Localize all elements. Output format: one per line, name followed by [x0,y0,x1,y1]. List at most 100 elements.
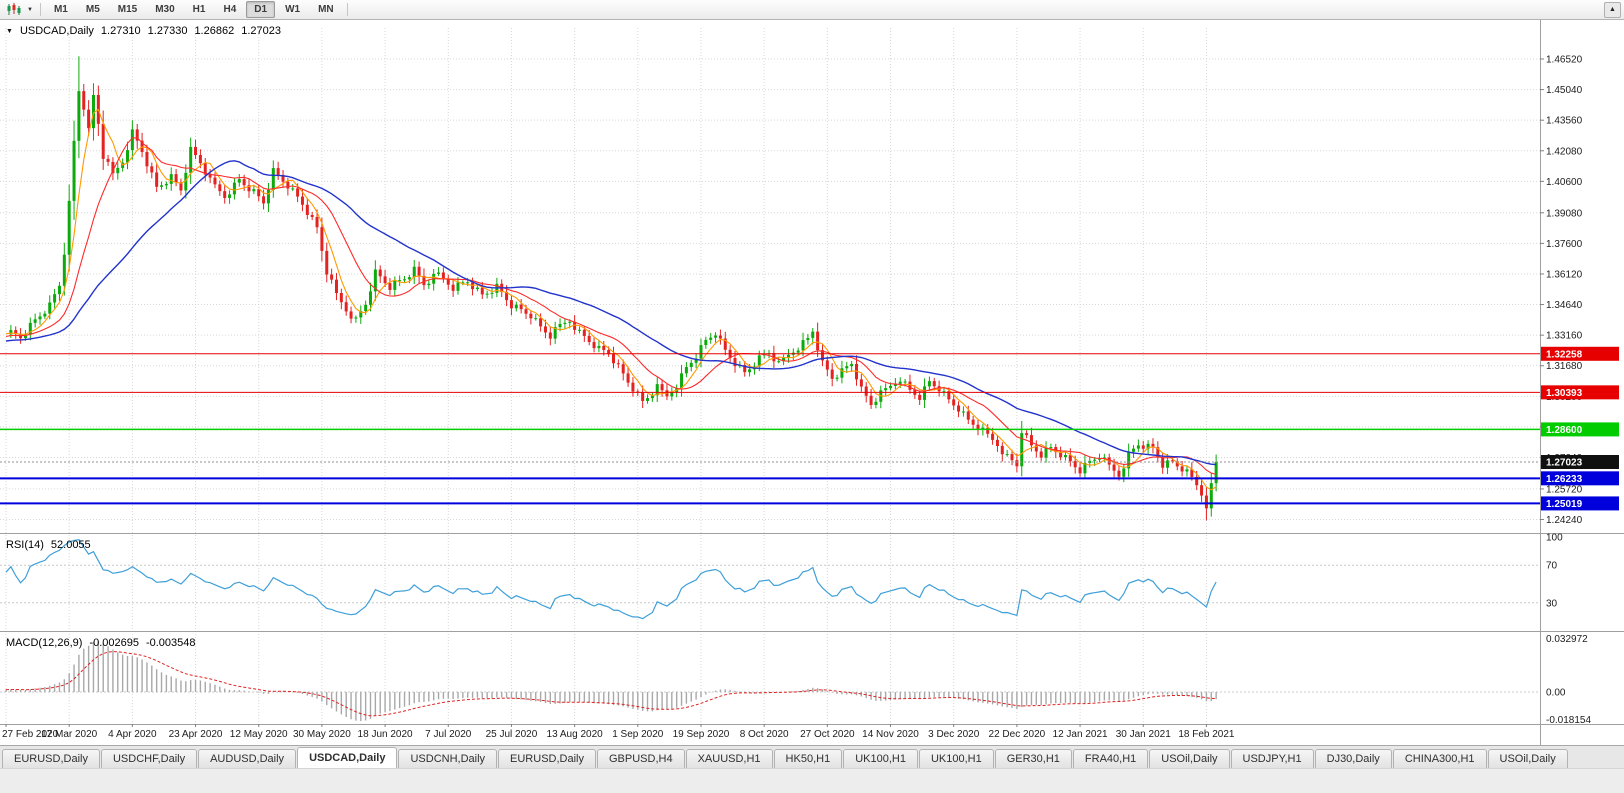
price-axis-label: 1.33160 [1546,331,1583,342]
rsi-indicator-label: RSI(14) 52.0055 [6,539,91,551]
date-axis-label: 19 Sep 2020 [673,729,730,740]
macd-axis: 0.032972 0.00 -0.018154 [1546,634,1591,726]
date-axis-label: 4 Apr 2020 [108,729,157,740]
macd-indicator-label: MACD(12,26,9) -0.002695 -0.003548 [6,637,196,649]
price-axis-label: 1.24240 [1546,515,1583,526]
chart-tab-usdcnh-daily[interactable]: USDCNH,Daily [398,749,498,768]
chart-tab-ger30-h1[interactable]: GER30,H1 [994,749,1072,768]
chart-tab-eurusd-daily[interactable]: EURUSD,Daily [2,749,100,768]
macd-axis-label: 0.00 [1546,688,1566,699]
date-axis-label: 1 Sep 2020 [612,729,664,740]
price-axis-label: 1.37600 [1546,239,1583,250]
scroll-up-button[interactable]: ▲ [1604,2,1621,18]
macd-axis-label: 0.032972 [1546,634,1588,645]
price-axis-label: 1.45040 [1546,85,1583,96]
svg-text:1.32258: 1.32258 [1546,349,1583,360]
timeframe-button-m5[interactable]: M5 [85,4,100,15]
chart-tab-xauusd-h1[interactable]: XAUUSD,H1 [685,749,773,768]
price-axis-label: 1.43560 [1546,116,1583,127]
price-axis-label: 1.36120 [1546,269,1583,280]
date-axis-label: 23 Apr 2020 [169,729,223,740]
date-axis-label: 18 Jun 2020 [358,729,413,740]
ohlc-open: 1.27310 [100,25,141,37]
rsi-line [5,538,1217,620]
timeframe-button-m15[interactable]: M15 [117,4,138,15]
date-axis-label: 18 Feb 2021 [1178,729,1235,740]
chart-tab-uk100-h1[interactable]: UK100,H1 [918,749,994,768]
date-axis-label: 30 May 2020 [293,729,351,740]
chart-tab-usdjpy-h1[interactable]: USDJPY,H1 [1230,749,1314,768]
price-axis-label: 1.34640 [1546,300,1583,311]
chart-tab-usdcad-daily[interactable]: USDCAD,Daily [297,747,398,768]
chart-symbol-timeframe: USDCAD,Daily [19,25,94,37]
price-axis-label: 1.46520 [1546,55,1583,66]
vertical-gridlines [5,28,1207,724]
date-axis-label: 25 Jul 2020 [486,729,538,740]
price-tag-1.30393: 1.30393 [1541,385,1619,400]
timeframe-button-mn[interactable]: MN [318,4,334,15]
chart-tab-uk100-h1[interactable]: UK100,H1 [843,749,918,768]
price-axis-label: 1.39080 [1546,208,1583,219]
rsi-axis-label: 100 [1546,533,1563,544]
macd-signal-line [6,651,1217,717]
rsi-axis-label: 70 [1546,561,1558,572]
price-axis-label: 1.40600 [1546,177,1583,188]
price-tag-1.25019: 1.25019 [1541,496,1619,511]
chart-tab-china300-h1[interactable]: CHINA300,H1 [1392,749,1487,768]
symbol-dropdown-icon[interactable]: ▼ [6,27,13,35]
date-axis-label: 3 Dec 2020 [928,729,980,740]
date-axis-label: 12 Jan 2021 [1053,729,1108,740]
chart-tab-usoil-daily[interactable]: USOil,Daily [1487,749,1568,768]
chart-tab-bar: EURUSD,Daily USDCHF,Daily AUDUSD,Daily USDC… [0,745,1624,768]
ohlc-low: 1.26862 [194,25,235,37]
chart-tab-audusd-daily[interactable]: AUDUSD,Daily [198,749,297,768]
ma-line-34 [5,160,1217,466]
date-axis-label: 30 Jan 2021 [1116,729,1171,740]
chart-tab-gbpusd-h4[interactable]: GBPUSD,H4 [597,749,685,768]
chart-tab-eurusd-daily[interactable]: EURUSD,Daily [498,749,596,768]
timeframe-button-group: M1 M5 M15 M30 H1 H4 D1 W1 MN [45,1,343,18]
chart-tab-dj30-daily[interactable]: DJ30,Daily [1314,749,1392,768]
date-axis-label: 22 Dec 2020 [989,729,1046,740]
toolbar-separator [39,3,41,16]
timeframe-button-h1[interactable]: H1 [192,4,206,15]
chart-type-dropdown-icon[interactable]: ▼ [27,6,33,13]
svg-text:1.25019: 1.25019 [1546,499,1583,510]
svg-text:1.27023: 1.27023 [1546,458,1583,469]
svg-text:1.28600: 1.28600 [1546,425,1583,436]
price-tag-1.26233: 1.26233 [1541,471,1619,486]
rsi-name: RSI(14) [6,539,44,551]
rsi-level-lines [0,564,1540,604]
rsi-value: 52.0055 [50,539,91,551]
ohlc-close: 1.27023 [241,25,281,37]
macd-signal-value: -0.003548 [145,637,196,649]
date-axis-label: 8 Oct 2020 [740,729,789,740]
rsi-axis-label: 30 [1546,598,1558,609]
ma-line-5 [5,108,1217,491]
price-tag-1.28600: 1.28600 [1541,422,1619,437]
date-axis-label: 17 Mar 2020 [41,729,98,740]
timeframe-button-m30[interactable]: M30 [155,4,175,15]
price-axis-label: 1.25720 [1546,484,1583,495]
chart-tab-fra40-h1[interactable]: FRA40,H1 [1072,749,1149,768]
timeframe-button-h4[interactable]: H4 [223,4,237,15]
timeframe-button-d1[interactable]: D1 [246,1,276,18]
chart-area[interactable]: 1.46520 1.45040 1.43560 1.42080 1.40600 1.390… [0,0,1624,745]
chart-background[interactable] [0,20,1624,745]
date-axis-label: 7 Jul 2020 [425,729,472,740]
chart-tab-usoil-daily[interactable]: USOil,Daily [1149,749,1230,768]
date-axis-label: 13 Aug 2020 [547,729,604,740]
price-tag-1.27023: 1.27023 [1541,455,1619,470]
chart-type-icon[interactable] [4,2,24,18]
chart-tab-hk50-h1[interactable]: HK50,H1 [773,749,843,768]
timeframe-button-m1[interactable]: M1 [53,4,68,15]
chart-tab-usdchf-daily[interactable]: USDCHF,Daily [100,749,198,768]
price-axis-label: 1.31680 [1546,361,1583,372]
date-axis-label: 12 May 2020 [230,729,288,740]
svg-text:1.30393: 1.30393 [1546,388,1583,399]
toolbar: ▼ M1 M5 M15 M30 H1 H4 D1 W1 MN [0,0,1624,20]
toolbar-separator [346,3,348,16]
timeframe-button-w1[interactable]: W1 [285,4,301,15]
status-bar [0,768,1624,793]
